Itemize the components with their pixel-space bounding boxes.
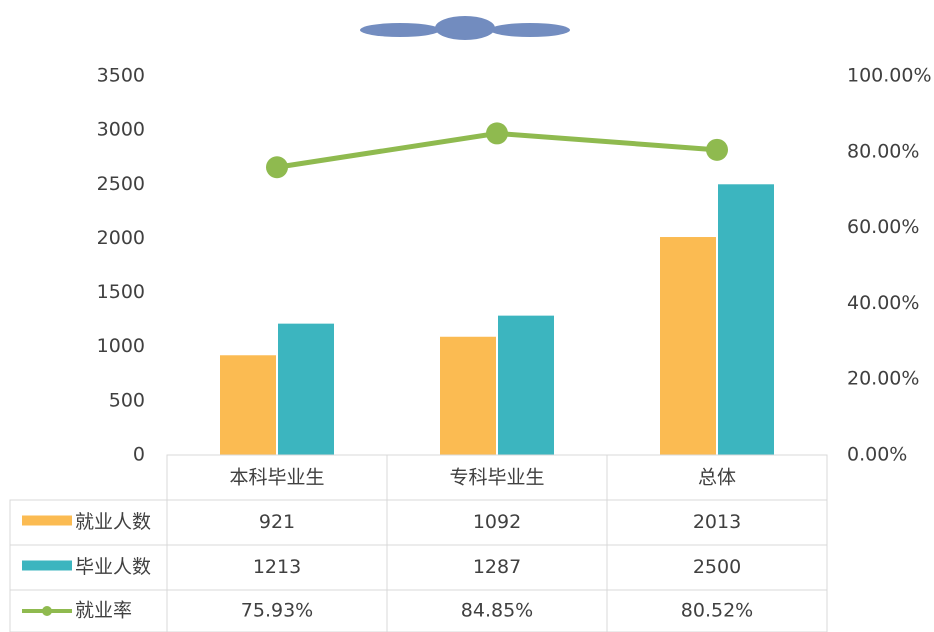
bar — [660, 237, 716, 455]
legend-marker — [42, 606, 52, 616]
table-value: 1213 — [253, 556, 301, 578]
bar — [440, 336, 496, 455]
table-value: 2013 — [693, 511, 741, 533]
y2-tick-label: 60.00% — [847, 216, 919, 238]
y2-tick-label: 20.00% — [847, 368, 919, 390]
table-value: 84.85% — [461, 600, 533, 622]
y-tick-label: 2500 — [97, 173, 145, 195]
legend-swatch — [22, 560, 72, 571]
table-value: 1092 — [473, 511, 521, 533]
y-tick-label: 0 — [133, 444, 145, 466]
y-tick-label: 1500 — [97, 281, 145, 303]
y-tick-label: 500 — [109, 389, 145, 411]
line-marker — [266, 156, 288, 179]
x-tick-label: 专科毕业生 — [449, 467, 544, 489]
table-value: 2500 — [693, 556, 741, 578]
bar — [278, 323, 334, 455]
table-value: 921 — [259, 511, 295, 533]
ornament — [360, 16, 570, 40]
y2-tick-label: 0.00% — [847, 444, 907, 466]
y2-tick-label: 100.00% — [847, 65, 932, 87]
line-marker — [706, 138, 728, 161]
y-tick-label: 2000 — [97, 227, 145, 249]
legend-swatch — [22, 515, 72, 526]
y-tick-label: 3000 — [97, 119, 145, 141]
y-tick-label: 1000 — [97, 335, 145, 357]
x-tick-label: 总体 — [698, 467, 736, 489]
x-tick-label: 本科毕业生 — [229, 467, 324, 489]
y2-tick-label: 80.00% — [847, 140, 919, 162]
legend-label: 毕业人数 — [75, 556, 151, 578]
table-value: 75.93% — [241, 600, 313, 622]
table-value: 1287 — [473, 556, 521, 578]
y2-tick-label: 40.00% — [847, 292, 919, 314]
bar — [220, 355, 276, 455]
legend-label: 就业人数 — [75, 511, 151, 533]
bar — [498, 315, 554, 455]
legend-label: 就业率 — [75, 600, 132, 622]
bar — [718, 184, 774, 456]
y-tick-label: 3500 — [97, 65, 145, 87]
line-marker — [486, 122, 508, 145]
table-value: 80.52% — [681, 600, 753, 622]
